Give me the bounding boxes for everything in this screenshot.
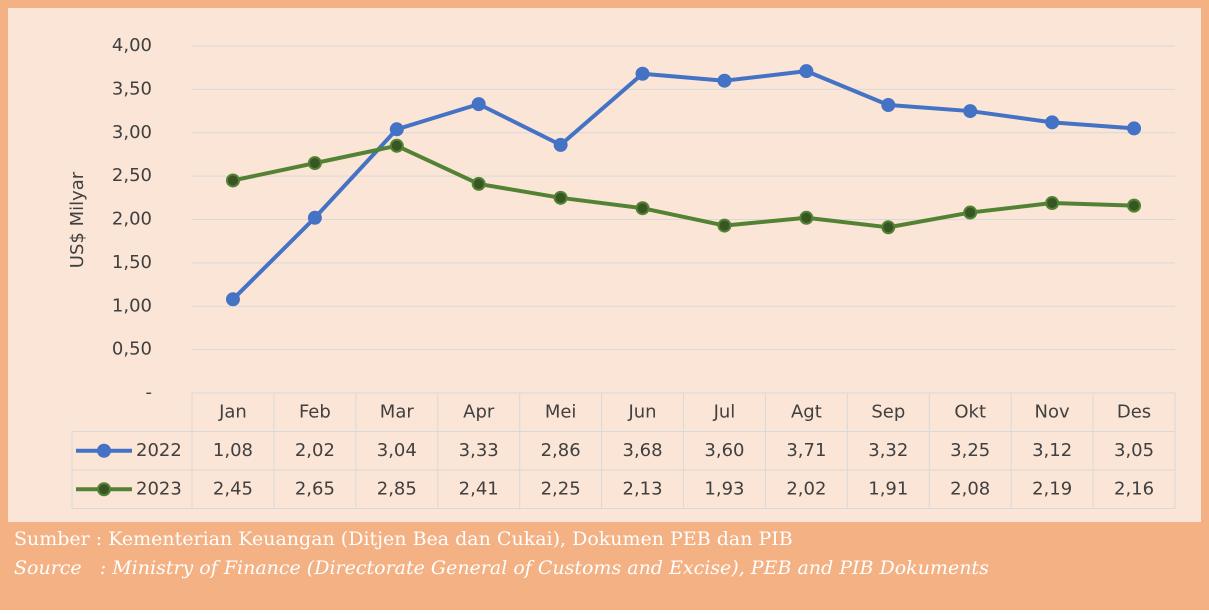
point [799, 64, 814, 79]
point [799, 210, 814, 225]
y-tick-label: 2,00 [112, 209, 152, 230]
y-tick-label: 1,50 [112, 252, 152, 273]
table-value: 2,85 [377, 478, 417, 499]
point [1045, 115, 1060, 130]
x-tick-label: Apr [463, 401, 495, 422]
point [635, 66, 650, 81]
table-value: 2,13 [623, 478, 663, 499]
point [1127, 198, 1142, 213]
table-value: 2,02 [295, 440, 335, 461]
point [553, 137, 568, 152]
table-value: 3,33 [459, 440, 499, 461]
legend-label: 2022 [136, 440, 182, 461]
table-value: 2,16 [1114, 478, 1154, 499]
point [307, 210, 322, 225]
series-line [231, 69, 1135, 301]
table-value: 3,12 [1032, 440, 1072, 461]
x-tick-label: Des [1117, 401, 1151, 422]
table-value: 3,32 [868, 440, 908, 461]
point [389, 122, 404, 137]
table-value: 3,68 [623, 440, 663, 461]
point [881, 220, 896, 235]
point [307, 156, 322, 171]
point [553, 190, 568, 205]
y-tick-label: - [146, 382, 153, 403]
point [471, 176, 486, 191]
point [963, 205, 978, 220]
point [1045, 196, 1060, 211]
y-tick-label: 0,50 [112, 339, 152, 360]
x-tick-label: Jun [627, 401, 656, 422]
y-axis-label: US$ Milyar [67, 171, 88, 268]
table-value: 2,45 [213, 478, 253, 499]
table-value: 3,04 [377, 440, 417, 461]
x-tick-label: Mei [545, 401, 577, 422]
point [717, 73, 732, 88]
x-tick-label: Agt [791, 401, 822, 422]
x-tick-label: Jul [713, 401, 736, 422]
plot-background [8, 8, 1201, 522]
y-tick-label: 3,50 [112, 78, 152, 99]
x-tick-label: Jan [218, 401, 247, 422]
legend-marker [97, 443, 111, 458]
y-tick-label: 3,00 [112, 122, 152, 143]
point [635, 201, 650, 216]
x-tick-label: Sep [871, 401, 905, 422]
legend-label: 2023 [136, 478, 182, 499]
table-value: 1,08 [213, 440, 253, 461]
table-value: 3,60 [704, 440, 744, 461]
table-value: 2,02 [786, 478, 826, 499]
table-value: 1,93 [704, 478, 744, 499]
point [881, 97, 896, 112]
point [389, 138, 404, 153]
x-tick-label: Mar [380, 401, 415, 422]
table-value: 2,08 [950, 478, 990, 499]
source-text: Source : Ministry of Finance (Directorat… [14, 557, 989, 579]
x-tick-label: Okt [954, 401, 986, 422]
x-tick-label: Nov [1035, 401, 1070, 422]
point [1127, 121, 1142, 136]
point [717, 218, 732, 233]
point [963, 104, 978, 119]
point [471, 97, 486, 112]
table-value: 3,71 [786, 440, 826, 461]
y-tick-label: 1,00 [112, 295, 152, 316]
series-line [232, 143, 1135, 230]
table-value: 2,65 [295, 478, 335, 499]
point [225, 173, 240, 188]
point [225, 292, 240, 307]
table-value: 3,25 [950, 440, 990, 461]
table-value: 2,41 [459, 478, 499, 499]
table-value: 2,25 [541, 478, 581, 499]
legend-marker [97, 482, 111, 497]
table-value: 2,19 [1032, 478, 1072, 499]
table-value: 3,05 [1114, 440, 1154, 461]
y-tick-label: 2,50 [112, 165, 152, 186]
x-tick-label: Feb [299, 401, 331, 422]
source-text: Sumber : Kementerian Keuangan (Ditjen Be… [14, 528, 793, 550]
table-value: 1,91 [868, 478, 908, 499]
y-tick-label: 4,00 [112, 35, 152, 56]
table-value: 2,86 [541, 440, 581, 461]
